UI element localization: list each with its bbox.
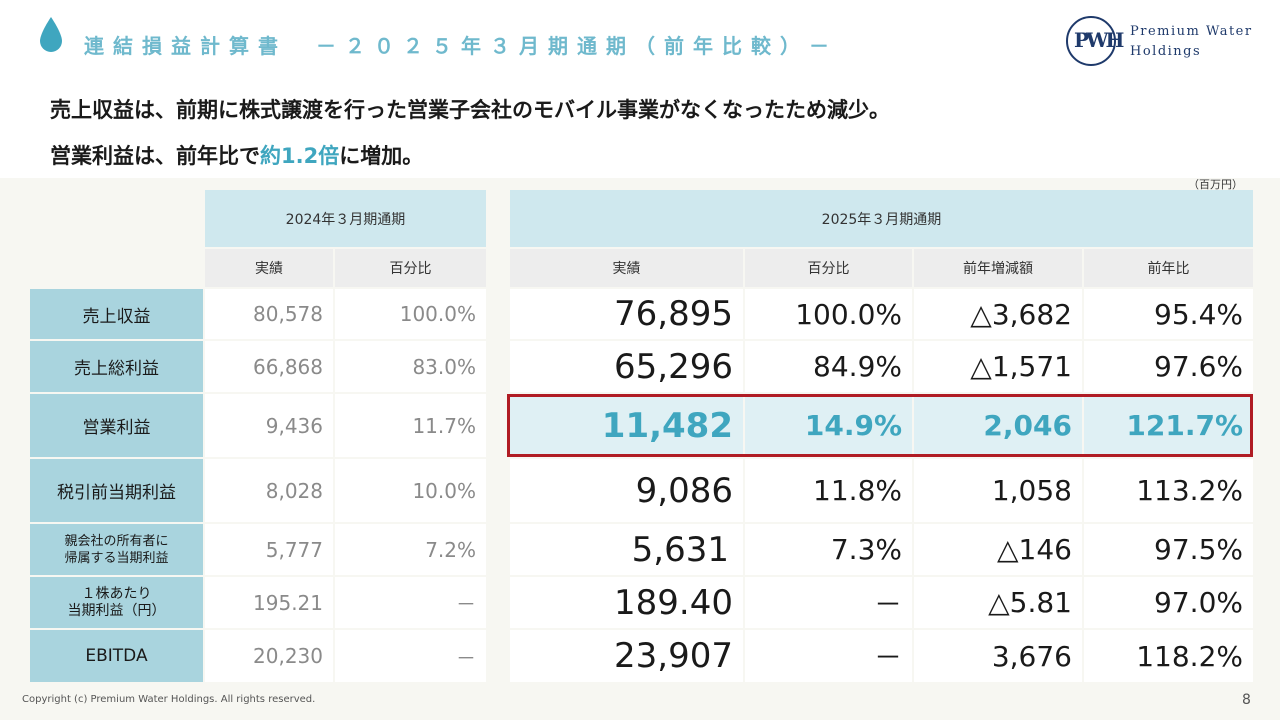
curr-actual-operating-profit: 11,482	[510, 394, 743, 457]
prev-ratio-net-profit: 7.2%	[335, 524, 486, 575]
row-label-net-profit-line1: 親会社の所有者に	[64, 533, 169, 549]
yoy-pretax-profit: 113.2%	[1084, 459, 1253, 522]
logo-text-line1: Premium Water	[1130, 24, 1253, 39]
row-label-net-profit-line2: 帰属する当期利益	[64, 550, 169, 566]
row-label-ebitda: EBITDA	[30, 630, 203, 682]
row-label-eps: １株あたり 当期利益（円）	[30, 577, 203, 628]
prev-actual-gross-profit: 66,868	[205, 341, 333, 392]
row-label-eps-line1: １株あたり	[81, 585, 152, 602]
copyright: Copyright (c) Premium Water Holdings. Al…	[22, 694, 316, 705]
prev-ratio-operating-profit: 11.7%	[335, 394, 486, 457]
prev-actual-pretax-profit: 8,028	[205, 459, 333, 522]
row-label-gross-profit: 売上総利益	[30, 341, 203, 392]
col-curr-ratio: 百分比	[745, 249, 912, 287]
col-curr-actual: 実績	[510, 249, 743, 287]
company-logo: PWH Premium Water Holdings	[1066, 16, 1256, 68]
page-title: 連結損益計算書 －２０２５年３月期通期（前年比較）－	[84, 34, 838, 58]
prev-ratio-gross-profit: 83.0%	[335, 341, 486, 392]
yoy-revenue: 95.4%	[1084, 289, 1253, 339]
change-eps: △5.81	[914, 577, 1082, 628]
yoy-ebitda: 118.2%	[1084, 630, 1253, 682]
page-number: 8	[1242, 692, 1251, 708]
curr-ratio-ebitda: －	[745, 630, 912, 682]
curr-ratio-pretax-profit: 11.8%	[745, 459, 912, 522]
change-ebitda: 3,676	[914, 630, 1082, 682]
prev-ratio-revenue: 100.0%	[335, 289, 486, 339]
col-prev-ratio: 百分比	[335, 249, 486, 287]
curr-actual-ebitda: 23,907	[510, 630, 743, 682]
yoy-net-profit: 97.5%	[1084, 524, 1253, 575]
change-revenue: △3,682	[914, 289, 1082, 339]
curr-actual-gross-profit: 65,296	[510, 341, 743, 392]
row-label-pretax-profit: 税引前当期利益	[30, 459, 203, 522]
prev-actual-net-profit: 5,777	[205, 524, 333, 575]
logo-emblem: PWH	[1066, 16, 1124, 66]
headline-line2-accent: 約1.2倍	[260, 144, 340, 168]
prev-ratio-eps: －	[335, 577, 486, 628]
row-label-revenue: 売上収益	[30, 289, 203, 339]
col-prev-actual: 実績	[205, 249, 333, 287]
curr-actual-revenue: 76,895	[510, 289, 743, 339]
change-gross-profit: △1,571	[914, 341, 1082, 392]
curr-ratio-eps: －	[745, 577, 912, 628]
headline-line2: 営業利益は、前年比で約1.2倍に増加。	[50, 140, 423, 170]
prev-ratio-ebitda: －	[335, 630, 486, 682]
curr-ratio-net-profit: 7.3%	[745, 524, 912, 575]
curr-ratio-revenue: 100.0%	[745, 289, 912, 339]
yoy-eps: 97.0%	[1084, 577, 1253, 628]
prev-actual-ebitda: 20,230	[205, 630, 333, 682]
change-operating-profit: 2,046	[914, 394, 1082, 457]
period-header-prev: 2024年３月期通期	[205, 190, 486, 247]
yoy-gross-profit: 97.6%	[1084, 341, 1253, 392]
prev-actual-operating-profit: 9,436	[205, 394, 333, 457]
col-change: 前年増減額	[914, 249, 1082, 287]
change-pretax-profit: 1,058	[914, 459, 1082, 522]
row-label-net-profit: 親会社の所有者に 帰属する当期利益	[30, 524, 203, 575]
prev-actual-revenue: 80,578	[205, 289, 333, 339]
headline-line1: 売上収益は、前期に株式譲渡を行った営業子会社のモバイル事業がなくなったため減少。	[50, 98, 890, 122]
period-header-curr: 2025年３月期通期	[510, 190, 1253, 247]
curr-actual-eps: 189.40	[510, 577, 743, 628]
row-label-eps-line2: 当期利益（円）	[67, 602, 166, 619]
change-net-profit: △146	[914, 524, 1082, 575]
col-yoy: 前年比	[1084, 249, 1253, 287]
headline-line2-post: に増加。	[339, 144, 424, 168]
curr-actual-net-profit: 5,631	[510, 524, 743, 575]
unit-note: （百万円）	[1188, 178, 1243, 191]
prev-ratio-pretax-profit: 10.0%	[335, 459, 486, 522]
curr-actual-pretax-profit: 9,086	[510, 459, 743, 522]
headline-line2-pre: 営業利益は、前年比で	[50, 144, 260, 168]
curr-ratio-gross-profit: 84.9%	[745, 341, 912, 392]
row-label-operating-profit: 営業利益	[30, 394, 203, 457]
operating-profit-highlight-box	[507, 394, 1253, 457]
water-drop-icon	[40, 17, 62, 52]
logo-mark: PWH	[1074, 28, 1124, 52]
logo-text-line2: Holdings	[1130, 44, 1202, 59]
curr-ratio-operating-profit: 14.9%	[745, 394, 912, 457]
prev-actual-eps: 195.21	[205, 577, 333, 628]
yoy-operating-profit: 121.7%	[1084, 394, 1253, 457]
